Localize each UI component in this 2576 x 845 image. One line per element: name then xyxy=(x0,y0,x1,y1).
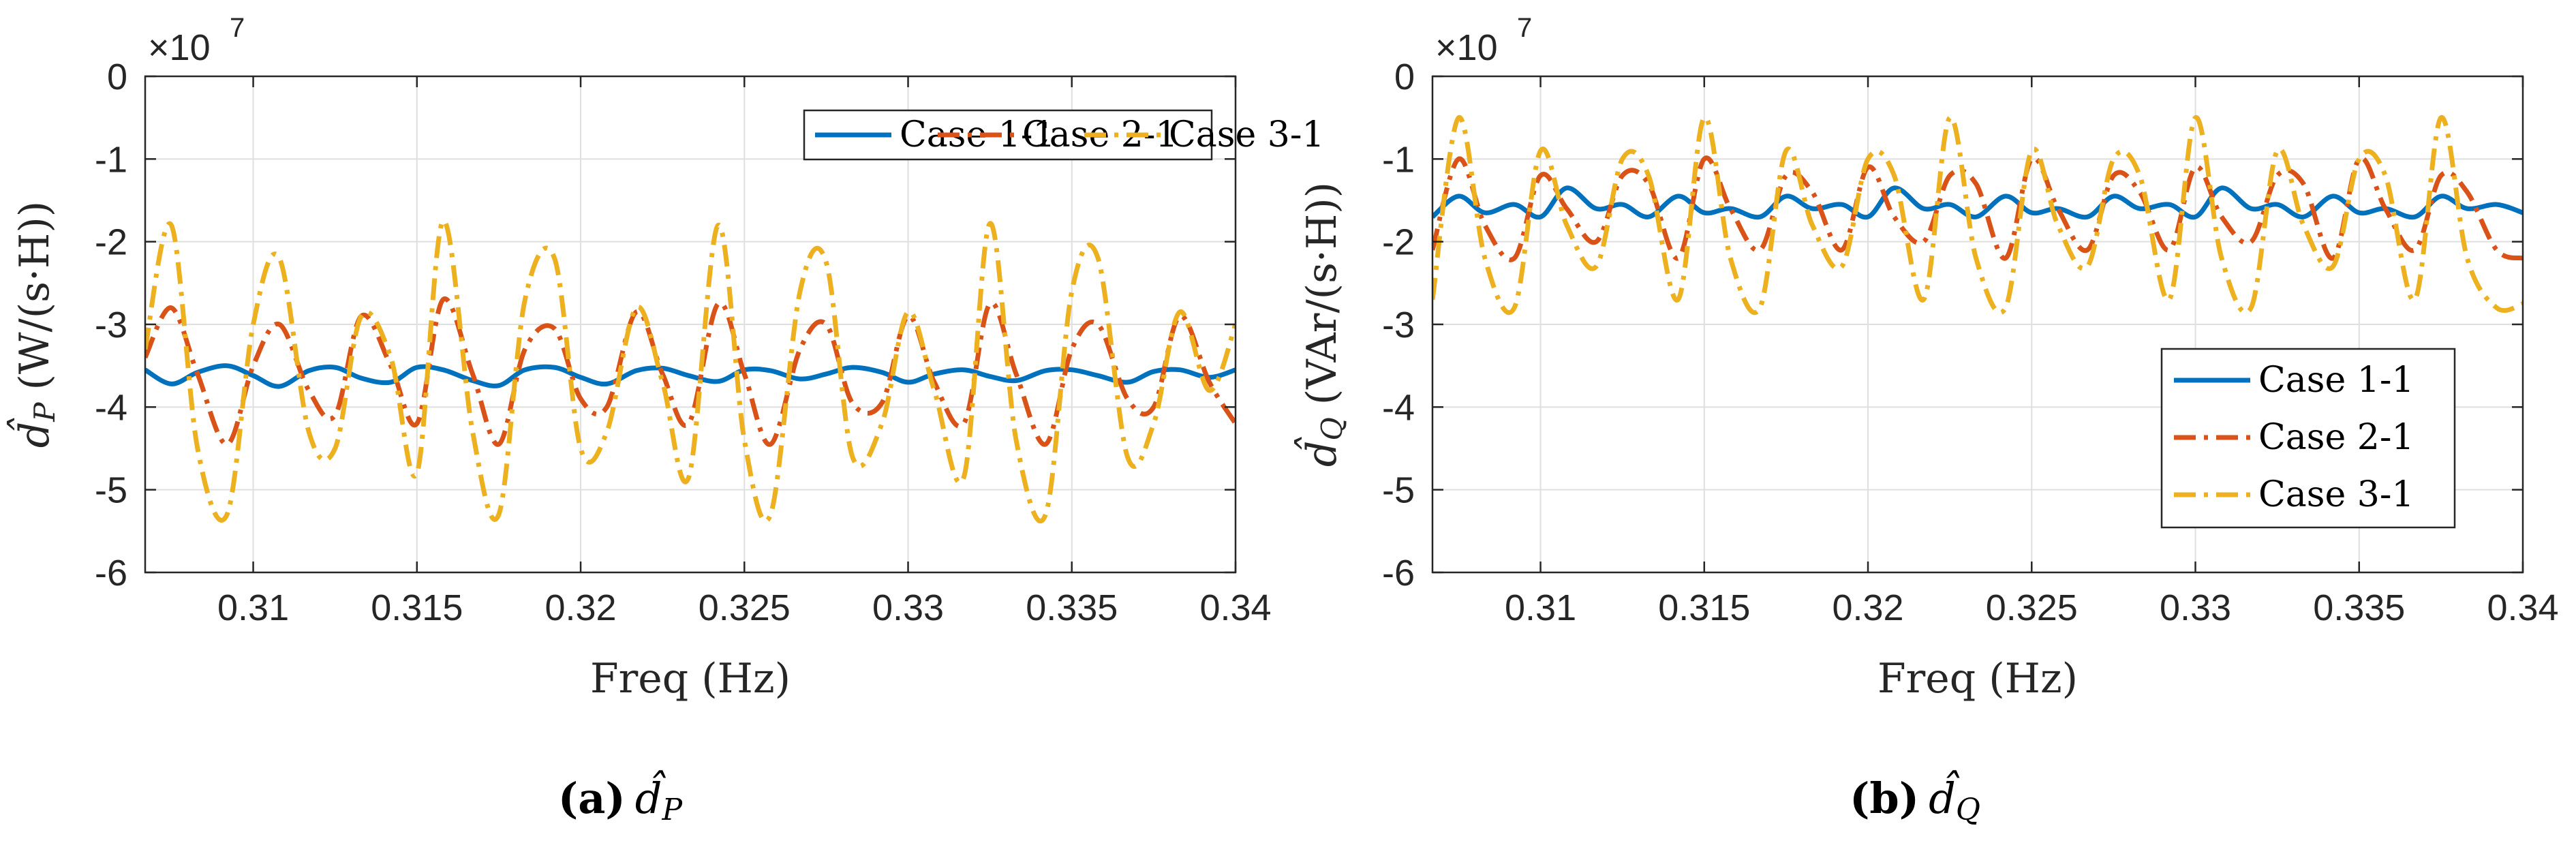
x-tick-label: 0.31 xyxy=(217,587,289,628)
series-line-case-2-1 xyxy=(145,296,1236,447)
caption: (b) d̂Q xyxy=(1850,770,1980,827)
y-axis-label-symbol: d̂ xyxy=(1294,437,1346,467)
x-axis-label: Freq (Hz) xyxy=(590,655,791,703)
y-axis-label: d̂P (W/(s·H)) xyxy=(7,201,61,448)
y-tick-label: -1 xyxy=(95,139,127,180)
y-multiplier: ×10 xyxy=(148,27,211,68)
x-tick-label: 0.315 xyxy=(1658,587,1750,628)
panel-a: 0.31 0.315 0.32 0.325 0.33 0.335 0.34 -6 -5 -4 -3… xyxy=(7,13,1325,827)
x-axis-ticks: 0.31 0.315 0.32 0.325 0.33 0.335 0.34 xyxy=(217,76,1272,628)
x-tick-label: 0.32 xyxy=(1832,587,1903,628)
svg-text:d̂P(W/(s·H)): d̂P (W/(s·H)) xyxy=(7,201,61,448)
legend-label: Case 2-1 xyxy=(2258,417,2414,458)
series-layer xyxy=(1432,115,2523,316)
y-tick-label: -3 xyxy=(95,305,127,345)
legend-label: Case 1-1 xyxy=(2258,360,2414,401)
x-tick-label: 0.315 xyxy=(371,587,463,628)
legend-label: Case 1-1 xyxy=(900,114,1056,155)
y-tick-label: -4 xyxy=(1382,387,1415,428)
y-tick-label: -3 xyxy=(1382,305,1415,345)
x-tick-label: 0.33 xyxy=(2160,587,2231,628)
x-tick-label: 0.33 xyxy=(872,587,944,628)
legend-label: Case 3-1 xyxy=(2258,474,2414,515)
caption-subscript: P xyxy=(661,793,683,827)
svg-text:d̂Q(VAr/(s·H)): d̂Q (VAr/(s·H)) xyxy=(1294,182,1349,467)
series-line-case-3-1 xyxy=(1432,115,2523,316)
y-axis-label-units: (VAr/(s·H)) xyxy=(1298,182,1346,405)
caption-symbol: d̂ xyxy=(635,770,666,823)
panel-b: 0.31 0.315 0.32 0.325 0.33 0.335 0.34 -6 -5 -4 -3… xyxy=(1294,13,2559,827)
x-tick-label: 0.34 xyxy=(1199,587,1271,628)
y-axis-ticks: -6 -5 -4 -3 -2 -1 0 xyxy=(95,57,1236,594)
y-axis-label-subscript: P xyxy=(28,402,61,422)
y-tick-label: 0 xyxy=(107,57,127,97)
y-axis-ticks: -6 -5 -4 -3 -2 -1 0 xyxy=(1382,57,2523,594)
caption-label: (b) xyxy=(1850,773,1919,823)
y-tick-label: -6 xyxy=(95,553,127,594)
x-axis-label: Freq (Hz) xyxy=(1877,655,2078,703)
y-axis-label: d̂Q (VAr/(s·H)) xyxy=(1294,182,1349,467)
y-axis-label-symbol: d̂ xyxy=(7,418,59,448)
y-tick-label: -6 xyxy=(1382,553,1415,594)
y-multiplier-exponent: 7 xyxy=(230,13,245,43)
caption-label: (a) xyxy=(558,773,626,823)
y-multiplier-exponent: 7 xyxy=(1517,13,1532,43)
y-tick-label: 0 xyxy=(1394,57,1415,97)
series-line-case-1-1 xyxy=(145,363,1236,389)
y-tick-label: -2 xyxy=(95,222,127,263)
series-layer xyxy=(145,218,1236,523)
y-tick-label: -2 xyxy=(1382,222,1415,263)
x-tick-label: 0.335 xyxy=(1026,587,1118,628)
y-tick-label: -5 xyxy=(95,470,127,511)
series-line-case-3-1 xyxy=(145,218,1236,523)
legend-label: Case 3-1 xyxy=(1169,114,1325,155)
y-axis-label-subscript: Q xyxy=(1315,417,1349,440)
y-tick-label: -1 xyxy=(1382,139,1415,180)
x-tick-label: 0.335 xyxy=(2313,587,2405,628)
x-tick-label: 0.32 xyxy=(545,587,616,628)
x-tick-label: 0.31 xyxy=(1505,587,1576,628)
x-tick-label: 0.325 xyxy=(1986,587,2078,628)
y-tick-label: -4 xyxy=(95,387,127,428)
legend: Case 1-1 Case 2-1 Case 3-1 xyxy=(2160,348,2456,529)
x-axis-ticks: 0.31 0.315 0.32 0.325 0.33 0.335 0.34 xyxy=(1505,76,2559,628)
caption-subscript: Q xyxy=(1956,793,1980,827)
x-tick-label: 0.34 xyxy=(2487,587,2558,628)
x-tick-label: 0.325 xyxy=(699,587,791,628)
y-multiplier: ×10 xyxy=(1435,27,1498,68)
caption-symbol: d̂ xyxy=(1929,770,1960,823)
y-axis-label-units: (W/(s·H)) xyxy=(11,201,59,390)
y-tick-label: -5 xyxy=(1382,470,1415,511)
caption: (a) d̂P xyxy=(558,770,684,827)
series-line-case-2-1 xyxy=(1432,155,2523,262)
